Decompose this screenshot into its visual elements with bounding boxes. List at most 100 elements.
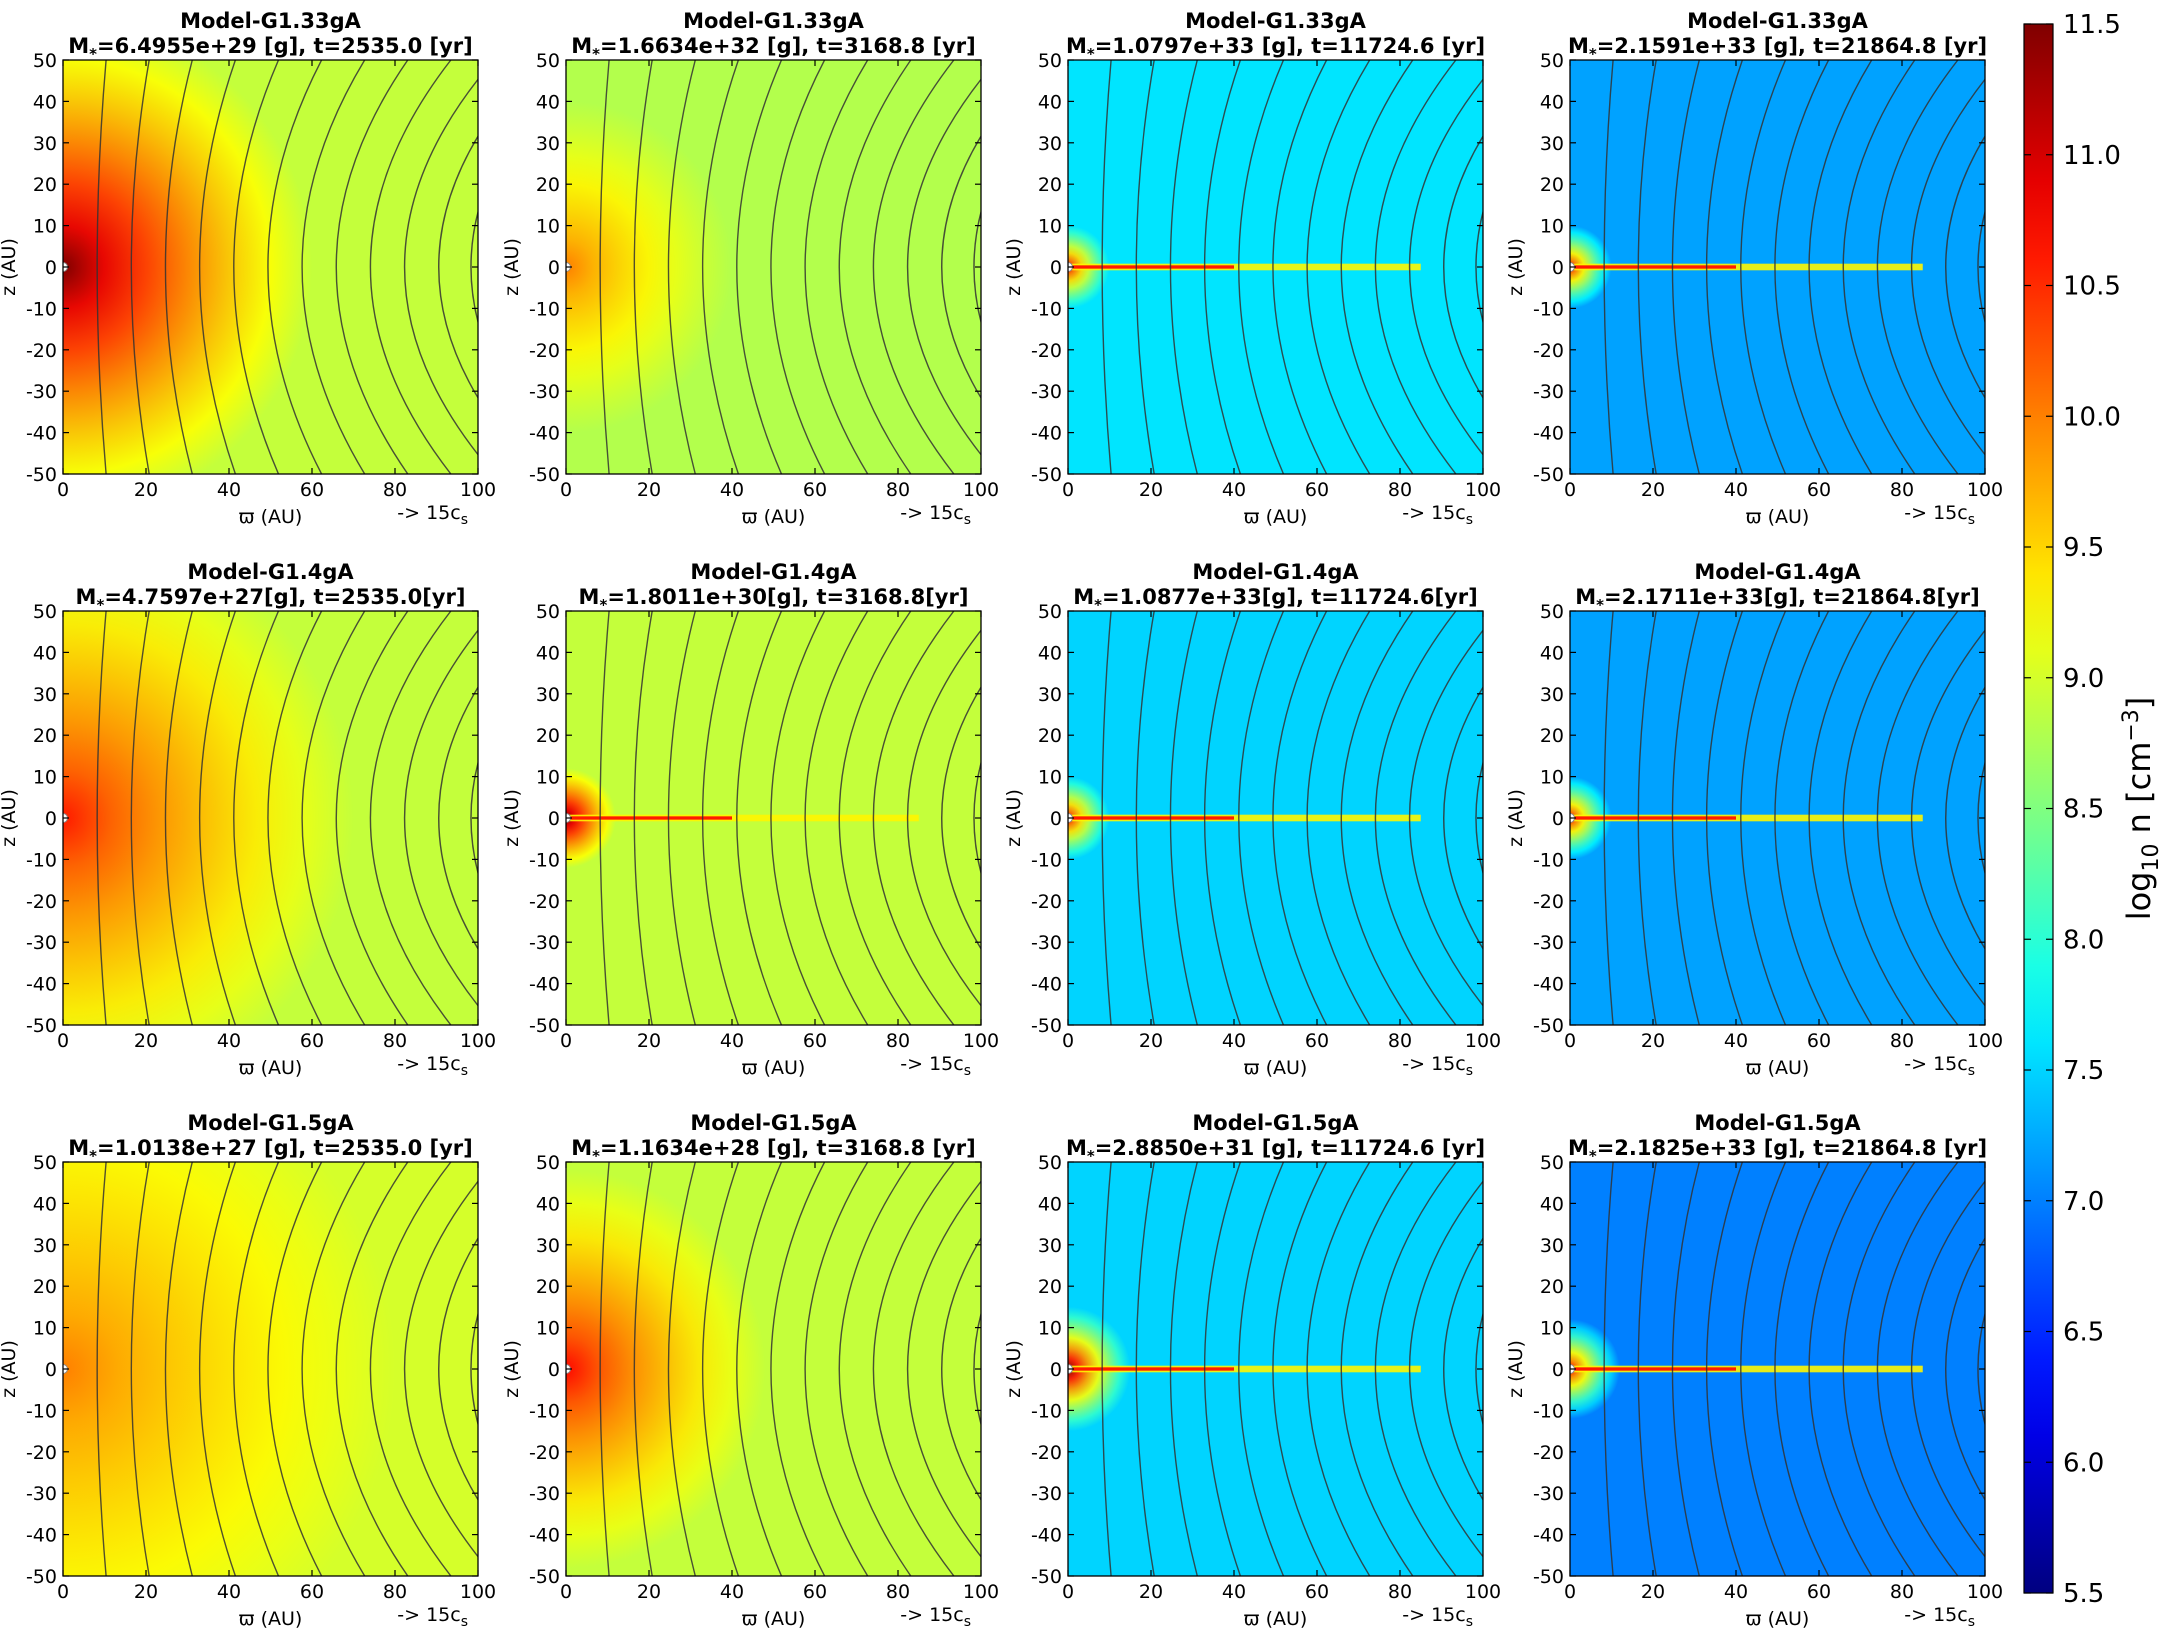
panel-title: Model-G1.5gA	[1694, 1111, 1861, 1135]
x-tick-label: 40	[217, 479, 241, 501]
y-tick-label: 10	[1038, 767, 1062, 789]
midplane-disk	[1570, 814, 1923, 822]
x-axis-label: ϖ (AU)	[239, 1057, 303, 1079]
y-tick-label: -10	[1533, 849, 1564, 871]
x-tick-label: 60	[300, 1581, 324, 1603]
field-line	[1977, 1311, 1985, 1427]
x-tick-label: 100	[460, 479, 496, 501]
field-line	[130, 60, 150, 474]
y-tick-label: 20	[1038, 1276, 1062, 1298]
x-tick-label: 60	[803, 1030, 827, 1052]
y-tick-label: 0	[1552, 1359, 1564, 1381]
field-line	[633, 611, 653, 1025]
panel-title: Model-G1.33gA	[1687, 9, 1869, 33]
field-line	[1204, 60, 1242, 474]
field-line	[1774, 60, 1830, 474]
x-tick-label: 40	[1222, 1581, 1246, 1603]
y-axis-label: z (AU)	[501, 1340, 523, 1398]
field-line	[1808, 611, 1873, 1025]
panel-subtitle: M*=1.0138e+27 [g], t=2535.0 [yr]	[68, 1136, 473, 1165]
panel-subtitle: M*=2.1711e+33[g], t=21864.8[yr]	[1575, 585, 1980, 614]
y-axis-label: z (AU)	[1003, 789, 1025, 847]
midplane-disk-core	[1068, 265, 1234, 269]
vector-key-label: -> 15cs	[1402, 1604, 1473, 1630]
field-line	[199, 60, 237, 474]
colorbar-tick-label: 9.0	[2063, 664, 2104, 694]
field-line	[301, 611, 366, 1025]
field-line	[130, 611, 150, 1025]
field-line	[1101, 1162, 1112, 1576]
panel-subtitle: M*=1.6634e+32 [g], t=3168.8 [yr]	[571, 34, 976, 63]
field-line	[301, 1162, 366, 1576]
colorbar-tick-label: 7.0	[2063, 1187, 2104, 1217]
colorbar: 11.5 11.0 10.5 10.0 9.5 9.0 8.5 8.0 7.5 7.0 6.5 6.0…	[2023, 10, 2164, 1609]
vector-key-label: -> 15cs	[900, 502, 971, 528]
x-tick-label: 80	[383, 1581, 407, 1603]
y-tick-label: 50	[1540, 1152, 1564, 1174]
x-tick-label: 0	[57, 1581, 69, 1603]
field-line	[1740, 611, 1787, 1025]
y-tick-label: 40	[33, 642, 57, 664]
field-line	[96, 1162, 107, 1576]
x-tick-label: 100	[1967, 1030, 2003, 1052]
y-tick-label: -30	[26, 381, 57, 403]
y-tick-label: 10	[536, 767, 560, 789]
field-line	[1443, 686, 1483, 950]
field-line	[404, 629, 478, 1007]
field-line	[736, 611, 783, 1025]
midplane-disk	[566, 814, 919, 822]
plot-area	[566, 611, 981, 1025]
midplane-disk-core	[1570, 1367, 1736, 1371]
field-line	[872, 611, 955, 1025]
field-line	[973, 1311, 981, 1427]
field-line	[1740, 1162, 1787, 1576]
y-axis-label: z (AU)	[501, 238, 523, 296]
midplane-disk	[1068, 1365, 1421, 1373]
y-tick-label: -50	[1533, 464, 1564, 486]
field-line	[1603, 60, 1614, 474]
y-tick-label: -50	[1533, 1015, 1564, 1037]
field-line	[164, 611, 193, 1025]
y-tick-label: -50	[529, 464, 560, 486]
x-tick-label: 100	[963, 1581, 999, 1603]
field-line	[1443, 135, 1483, 399]
x-tick-label: 0	[560, 1030, 572, 1052]
y-tick-label: 50	[536, 1152, 560, 1174]
x-tick-label: 20	[1139, 1030, 1163, 1052]
field-line	[1671, 611, 1700, 1025]
colorbar-tick-label: 6.5	[2063, 1318, 2104, 1348]
y-tick-label: 10	[1038, 216, 1062, 238]
y-tick-label: 20	[33, 725, 57, 747]
field-line	[1204, 611, 1242, 1025]
field-line	[1603, 611, 1614, 1025]
y-tick-label: -20	[26, 891, 57, 913]
x-tick-label: 60	[803, 1581, 827, 1603]
field-line	[1637, 60, 1657, 474]
y-tick-label: 50	[33, 50, 57, 72]
y-tick-label: -10	[529, 298, 560, 320]
field-line	[838, 611, 912, 1025]
field-line	[1340, 60, 1414, 474]
field-line	[1475, 760, 1483, 876]
y-tick-label: 40	[33, 1193, 57, 1215]
field-line	[1842, 60, 1916, 474]
vector-key-label: -> 15cs	[900, 1604, 971, 1630]
x-tick-label: 80	[1890, 1581, 1914, 1603]
x-tick-label: 40	[1724, 1581, 1748, 1603]
y-tick-label: -50	[529, 1015, 560, 1037]
plot-area	[566, 1162, 981, 1576]
x-tick-label: 80	[1388, 1581, 1412, 1603]
field-line	[1842, 611, 1916, 1025]
x-tick-label: 100	[963, 1030, 999, 1052]
x-tick-label: 40	[217, 1581, 241, 1603]
y-tick-label: 0	[548, 257, 560, 279]
y-tick-label: 50	[1038, 50, 1062, 72]
y-tick-label: -20	[529, 1442, 560, 1464]
field-line	[470, 760, 478, 876]
colorbar-tick-label: 11.0	[2063, 141, 2121, 171]
field-line	[1135, 1162, 1155, 1576]
field-line	[404, 78, 478, 456]
colorbar-tick-label: 7.5	[2063, 1056, 2104, 1086]
field-line	[1671, 1162, 1700, 1576]
field-line	[1911, 1180, 1985, 1558]
